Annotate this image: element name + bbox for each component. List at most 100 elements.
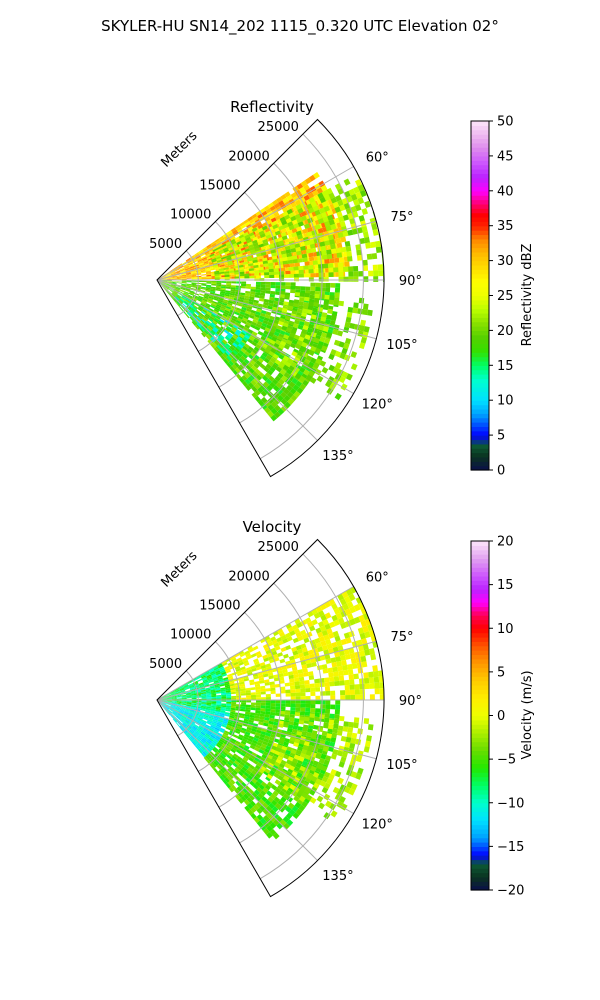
echo-cell — [186, 312, 192, 317]
colorbar-segment — [471, 802, 489, 808]
echo-cell — [252, 371, 259, 378]
echo-cell — [268, 262, 274, 267]
echo-cell — [293, 266, 299, 271]
echo-cell — [247, 737, 254, 743]
echo-cell — [195, 286, 201, 289]
echo-cell — [180, 690, 186, 693]
echo-cell — [242, 261, 249, 265]
echo-cell — [269, 822, 277, 829]
echo-cell — [198, 682, 204, 686]
echo-cell — [275, 693, 281, 697]
echo-cell — [198, 726, 203, 731]
echo-cell — [230, 685, 236, 689]
echo-cell — [364, 236, 370, 244]
echo-cell — [211, 336, 217, 342]
echo-cell — [244, 754, 250, 760]
echo-cell — [225, 327, 231, 332]
echo-cell — [189, 302, 194, 307]
echo-cell — [219, 746, 226, 752]
echo-cell — [240, 795, 247, 802]
echo-cell — [186, 701, 192, 703]
echo-cell — [213, 716, 219, 720]
echo-cell — [207, 738, 213, 744]
echo-cell — [244, 221, 251, 227]
colorbar-segment — [471, 785, 489, 791]
echo-cell — [250, 742, 257, 747]
echo-cell — [241, 702, 247, 705]
echo-cell — [251, 392, 258, 399]
echo-cell — [279, 274, 285, 278]
echo-cell — [193, 739, 199, 744]
echo-cell — [242, 345, 248, 351]
echo-cell — [187, 260, 192, 264]
echo-cell — [211, 695, 217, 698]
echo-cell — [318, 636, 326, 643]
echo-cell — [180, 706, 186, 709]
echo-cell — [270, 636, 277, 642]
echo-cell — [200, 708, 206, 712]
echo-cell — [184, 266, 190, 269]
echo-cell — [205, 755, 211, 761]
echo-cell — [266, 742, 273, 748]
echo-cell — [273, 398, 281, 405]
echo-cell — [257, 357, 264, 364]
echo-cell — [244, 334, 250, 340]
echo-cell — [222, 322, 229, 328]
echo-cell — [359, 689, 365, 695]
echo-cell — [226, 252, 232, 256]
range-ring — [177, 250, 199, 317]
azimuth-tick-label: 60° — [366, 150, 389, 165]
colorbar-segment — [471, 584, 489, 590]
echo-cell — [240, 347, 247, 354]
echo-cell — [299, 711, 306, 716]
azimuth-spoke — [156, 699, 354, 814]
echo-cell — [244, 312, 250, 318]
echo-cell — [272, 790, 279, 797]
echo-cell — [307, 727, 313, 733]
echo-cell — [247, 346, 254, 352]
echo-cell — [179, 298, 184, 303]
echo-cell — [249, 249, 256, 254]
echo-cell — [160, 283, 165, 287]
echo-cell — [298, 375, 306, 383]
echo-cell — [213, 265, 219, 269]
echo-cell — [296, 226, 303, 232]
colorbar-segment — [471, 238, 489, 244]
colorbar-segment — [471, 828, 489, 834]
colorbar-segment — [471, 628, 489, 634]
echo-cell — [175, 295, 181, 300]
echo-cell — [292, 637, 299, 644]
reflectivity-polar-grid — [156, 118, 385, 478]
echo-cell — [243, 219, 249, 225]
echo-cell — [194, 253, 200, 258]
echo-cell — [231, 724, 238, 729]
echo-cell — [200, 689, 206, 692]
echo-cell — [195, 690, 201, 693]
echo-cell — [294, 738, 301, 744]
echo-cell — [277, 784, 284, 791]
echo-cell — [263, 357, 270, 364]
echo-cell — [161, 696, 167, 699]
echo-cell — [175, 691, 181, 694]
echo-cell — [170, 691, 175, 694]
echo-cell — [211, 762, 217, 768]
echo-cell — [276, 196, 283, 203]
echo-cell — [290, 370, 298, 377]
echo-cell — [363, 326, 370, 333]
echo-cell — [280, 290, 286, 295]
echo-cell — [258, 736, 265, 741]
echo-cell — [249, 714, 255, 719]
echo-cell — [296, 339, 303, 346]
echo-cell — [216, 344, 222, 350]
echo-cell — [214, 238, 220, 243]
echo-cell — [221, 705, 227, 708]
echo-cell — [248, 263, 254, 267]
echo-cell — [185, 288, 191, 292]
echo-cell — [215, 707, 221, 711]
echo-cell — [166, 700, 172, 702]
echo-cell — [265, 363, 272, 370]
echo-cell — [241, 697, 247, 700]
range-ring — [218, 612, 282, 808]
colorbar-tick-label: 5 — [497, 665, 505, 680]
echo-cell — [320, 691, 326, 696]
